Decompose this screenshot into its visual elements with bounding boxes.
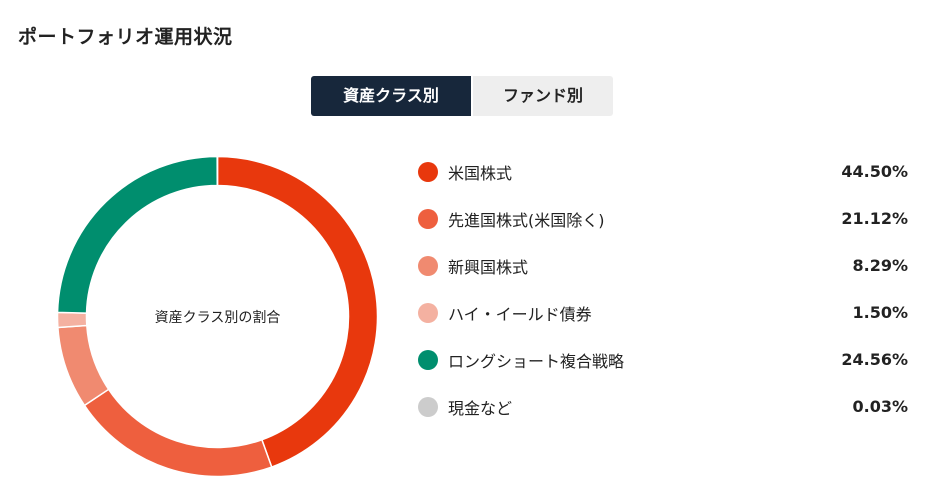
legend-color-dot: [418, 302, 438, 323]
chart-legend: 米国株式 44.50% 先進国株式(米国除く) 21.12% 新興国株式 8.29% ハイ・…: [418, 148, 908, 430]
legend-value: 44.50%: [841, 162, 908, 181]
legend-color-dot: [418, 208, 438, 229]
legend-color-dot: [418, 255, 438, 276]
legend-label: ロングショート複合戦略: [448, 351, 625, 371]
donut-center-label: 資産クラス別の割合: [154, 309, 281, 326]
legend-label: 先進国株式(米国除く): [448, 210, 605, 230]
legend-color-dot: [418, 349, 438, 370]
view-tabs: 資産クラス別 ファンド別: [311, 76, 613, 116]
legend-item: 現金など 0.03%: [418, 383, 908, 430]
legend-color-dot: [418, 161, 438, 182]
legend-label: 現金など: [448, 398, 513, 418]
tab-asset-class[interactable]: 資産クラス別: [311, 76, 471, 116]
legend-value: 8.29%: [852, 256, 908, 275]
page-title: ポートフォリオ運用状況: [18, 26, 233, 48]
legend-item: 新興国株式 8.29%: [418, 242, 908, 289]
legend-item: ロングショート複合戦略 24.56%: [418, 336, 908, 383]
legend-color-dot: [418, 396, 438, 417]
donut-chart-svg: [57, 156, 378, 477]
legend-item: ハイ・イールド債券 1.50%: [418, 289, 908, 336]
legend-value: 0.03%: [852, 397, 908, 416]
legend-value: 24.56%: [841, 350, 908, 369]
legend-item: 米国株式 44.50%: [418, 148, 908, 195]
legend-item: 先進国株式(米国除く) 21.12%: [418, 195, 908, 242]
legend-label: 米国株式: [448, 163, 513, 183]
legend-label: ハイ・イールド債券: [448, 304, 592, 324]
tab-fund[interactable]: ファンド別: [473, 76, 613, 116]
legend-label: 新興国株式: [448, 257, 529, 277]
legend-value: 1.50%: [852, 303, 908, 322]
donut-chart: 資産クラス別の割合: [57, 156, 378, 477]
legend-value: 21.12%: [841, 209, 908, 228]
